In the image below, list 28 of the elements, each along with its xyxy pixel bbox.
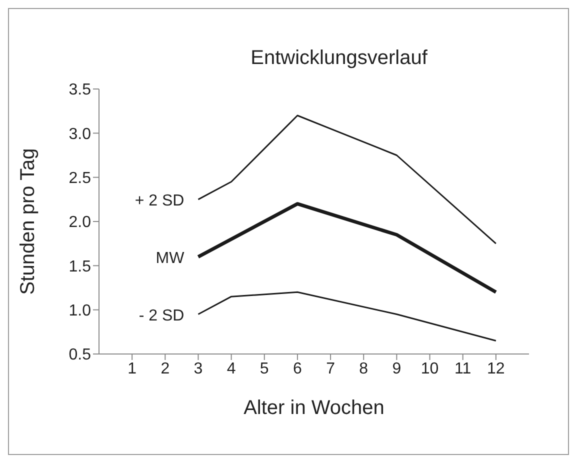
x-tick-label: 9: [392, 360, 402, 378]
x-tick-label: 10: [420, 360, 439, 378]
x-tick-label: 12: [487, 360, 505, 378]
y-axis-title: Stunden pro Tag: [17, 148, 40, 295]
line-series: [196, 202, 498, 294]
x-tick-label: 1: [128, 360, 137, 378]
x-axis-title: Alter in Wochen: [244, 397, 384, 419]
x-tick-label: 7: [326, 360, 336, 378]
x-tick-label: 5: [260, 360, 269, 378]
x-tick-label: 3: [194, 360, 203, 378]
x-tick-label: 8: [359, 360, 368, 378]
x-tick-label: 11: [454, 360, 472, 378]
series-label: + 2 SD: [134, 192, 184, 210]
series-label: MW: [156, 250, 186, 267]
x-tick-label: 2: [160, 360, 170, 378]
line-series: [197, 291, 497, 342]
y-tick-label: 3.0: [68, 126, 92, 143]
line-series: [197, 114, 497, 244]
x-tick-label: 6: [293, 360, 302, 378]
y-tick-label: 1.5: [68, 258, 92, 276]
x-tick-label: 4: [226, 360, 236, 378]
chart-title: Entwicklungsverlauf: [250, 47, 428, 70]
y-tick-label: 2.5: [68, 170, 92, 188]
y-tick-label: 0.5: [68, 346, 92, 364]
series-label: - 2 SD: [138, 307, 184, 324]
y-tick-label: 2.0: [68, 214, 92, 232]
y-tick-label: 1.0: [68, 302, 92, 320]
y-tick-label: 3.5: [68, 82, 92, 99]
